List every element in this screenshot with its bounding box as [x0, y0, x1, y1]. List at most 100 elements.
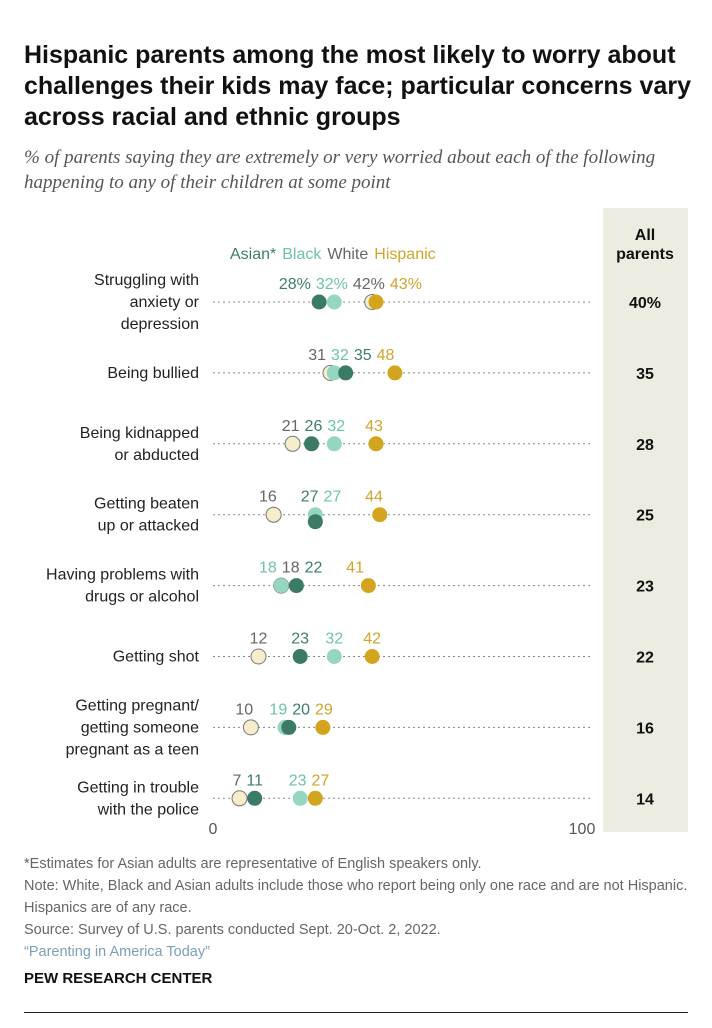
value-label-black: 27	[324, 489, 342, 506]
dot-asian	[292, 649, 308, 664]
dot-hispanic	[315, 719, 331, 735]
asterisk-note: *Estimates for Asian adults are represen…	[24, 856, 482, 872]
value-label-asian: 35	[354, 347, 372, 364]
value-label-hispanic: 43	[365, 418, 383, 435]
legend-hispanic: Hispanic	[374, 246, 435, 263]
value-label-white: 21	[282, 418, 300, 435]
note: Note: White, Black and Asian adults incl…	[24, 878, 688, 916]
category-label: Getting in trouble	[77, 779, 199, 796]
all-parents-column	[603, 208, 688, 832]
bottom-rule	[24, 1012, 688, 1013]
value-label-hispanic: 44	[365, 489, 383, 506]
value-label-black: 19	[269, 701, 287, 718]
value-label-hispanic: 42	[363, 631, 381, 648]
value-label-hispanic: 41	[346, 560, 364, 577]
value-label-asian: 23	[291, 631, 309, 648]
all-parents-value: 28	[636, 437, 654, 454]
value-label-hispanic: 29	[315, 701, 333, 718]
value-label-white: 7	[233, 772, 242, 789]
value-label-asian: 11	[246, 772, 263, 789]
legend-black: Black	[282, 246, 322, 263]
category-label: Being kidnapped	[80, 425, 199, 442]
all-parents-value: 16	[636, 720, 654, 737]
all-parents-value: 14	[636, 791, 654, 808]
value-label-asian: 28%	[279, 276, 311, 293]
legend-asian: Asian*	[230, 246, 276, 263]
dot-black	[326, 649, 342, 664]
value-label-black: 32	[325, 631, 343, 648]
category-label: pregnant as a teen	[66, 741, 199, 758]
category-label: Being bullied	[107, 365, 199, 382]
dot-asian	[311, 294, 327, 310]
dot-plot: All parents Asian* Black White Hispanic Strugg…	[46, 208, 688, 838]
value-label-white: 42%	[353, 276, 385, 293]
value-label-white: 12	[250, 631, 268, 648]
dot-asian	[247, 790, 263, 806]
value-label-black: 23	[289, 772, 307, 789]
category-label: anxiety or	[130, 294, 200, 311]
dot-hispanic	[307, 790, 323, 806]
dot-asian	[338, 365, 354, 381]
chart-subtitle: % of parents saying they are extremely o…	[24, 147, 656, 193]
dot-asian	[288, 578, 304, 594]
category-label: with the police	[97, 801, 199, 818]
category-label: Struggling with	[94, 272, 199, 289]
all-parents-value: 35	[636, 366, 654, 383]
chart-notes: *Estimates for Asian adults are represen…	[24, 853, 704, 963]
dot-black	[292, 790, 308, 806]
dot-black	[273, 578, 289, 594]
x-tick: 100	[569, 821, 596, 838]
value-label-black: 32	[331, 347, 349, 364]
value-label-asian: 20	[292, 701, 310, 718]
category-label: drugs or alcohol	[85, 589, 199, 606]
dot-black	[326, 294, 342, 310]
all-parents-header: parents	[616, 246, 674, 263]
value-label-white: 10	[235, 701, 253, 718]
brand-logo: PEW RESEARCH CENTER	[24, 970, 213, 987]
dot-black	[326, 436, 342, 452]
category-label: depression	[121, 316, 199, 333]
dot-white	[231, 790, 248, 807]
value-label-asian: 26	[305, 418, 323, 435]
value-label-asian: 27	[301, 489, 319, 506]
all-parents-header: All	[635, 227, 655, 244]
value-label-white: 31	[308, 347, 326, 364]
dot-asian	[304, 436, 320, 452]
dot-hispanic	[360, 578, 376, 594]
dot-hispanic	[387, 365, 403, 381]
value-label-hispanic: 43%	[390, 276, 422, 293]
dot-asian	[307, 514, 323, 530]
report-link[interactable]: “Parenting in America Today”	[24, 944, 210, 960]
source: Source: Survey of U.S. parents conducted…	[24, 922, 441, 938]
dot-white	[265, 506, 282, 523]
category-label: Having problems with	[46, 567, 199, 584]
dot-white	[284, 435, 301, 452]
all-parents-value: 25	[636, 508, 654, 525]
value-label-black: 32%	[316, 276, 348, 293]
category-label: Getting pregnant/	[75, 697, 199, 714]
category-label: getting someone	[81, 719, 199, 736]
value-label-hispanic: 48	[377, 347, 395, 364]
all-parents-value: 22	[636, 650, 654, 667]
category-label: up or attacked	[98, 518, 199, 535]
category-label: Getting shot	[113, 649, 200, 666]
value-label-black: 18	[259, 560, 277, 577]
legend-white: White	[327, 246, 368, 263]
dot-black	[326, 365, 342, 381]
dot-hispanic	[364, 649, 380, 664]
x-tick: 0	[209, 821, 218, 838]
dot-asian	[281, 719, 297, 735]
dot-hispanic	[368, 436, 384, 452]
all-parents-value: 40%	[629, 295, 661, 312]
category-label: Getting beaten	[94, 496, 199, 513]
value-label-asian: 22	[305, 560, 323, 577]
value-label-hispanic: 27	[312, 772, 330, 789]
dot-white	[242, 719, 259, 736]
dot-white	[250, 648, 267, 665]
value-label-black: 32	[327, 418, 345, 435]
category-label: or abducted	[114, 447, 199, 464]
value-label-white: 18	[282, 560, 300, 577]
dot-hispanic	[368, 294, 384, 310]
all-parents-value: 23	[636, 579, 654, 596]
